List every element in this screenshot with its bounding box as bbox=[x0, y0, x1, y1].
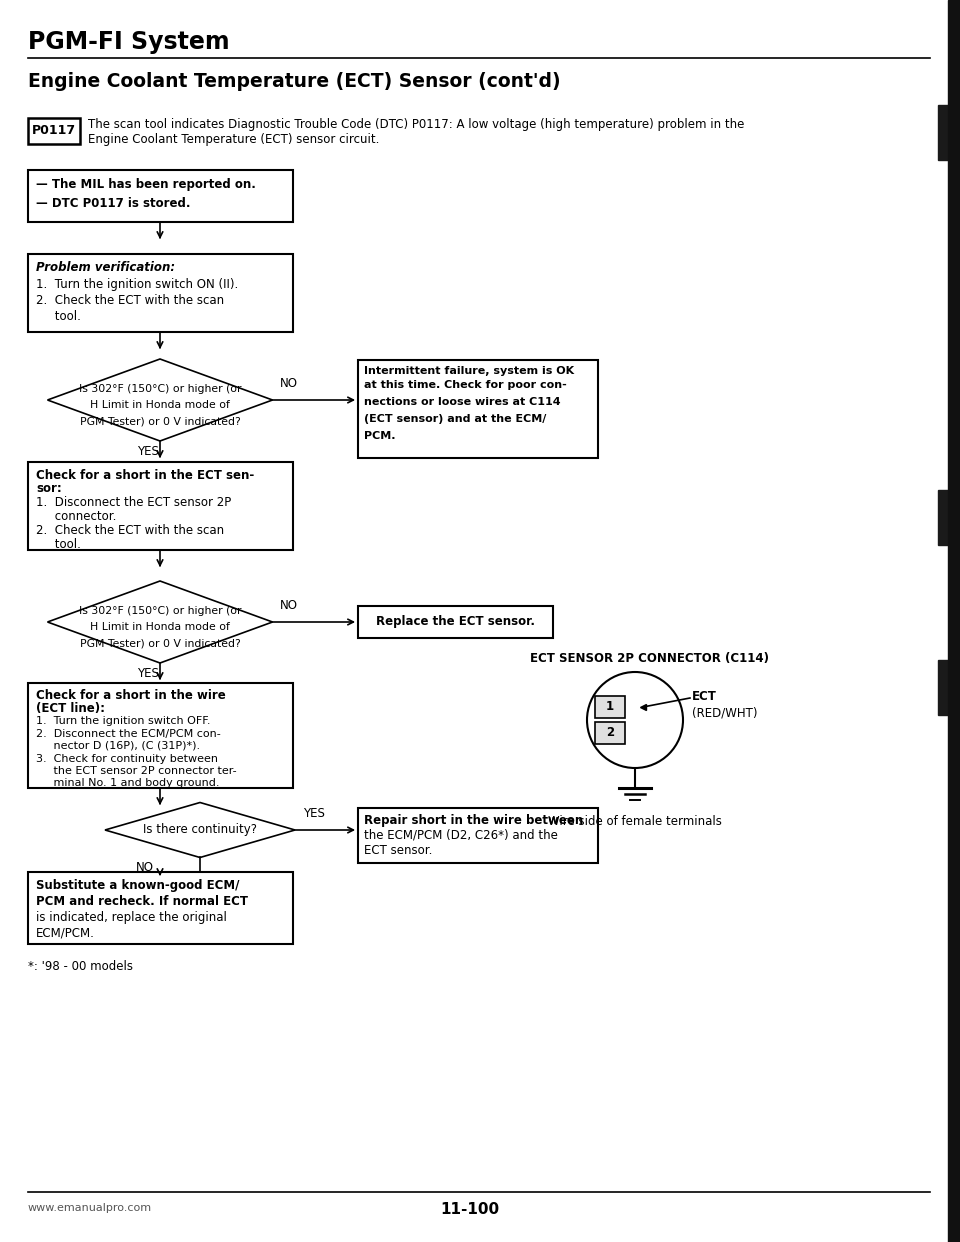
Text: Replace the ECT sensor.: Replace the ECT sensor. bbox=[375, 616, 535, 628]
Text: H Limit in Honda mode of: H Limit in Honda mode of bbox=[90, 622, 230, 632]
Text: tool.: tool. bbox=[36, 310, 81, 323]
Text: Substitute a known-good ECM/: Substitute a known-good ECM/ bbox=[36, 879, 239, 892]
Text: Intermittent failure, system is OK: Intermittent failure, system is OK bbox=[364, 366, 574, 376]
Text: 11-100: 11-100 bbox=[441, 1202, 499, 1217]
Text: 2.  Disconnect the ECM/PCM con-: 2. Disconnect the ECM/PCM con- bbox=[36, 729, 221, 739]
Bar bbox=[938, 106, 960, 160]
Text: Check for a short in the wire: Check for a short in the wire bbox=[36, 689, 226, 702]
Text: NO: NO bbox=[136, 861, 154, 874]
Text: nections or loose wires at C114: nections or loose wires at C114 bbox=[364, 397, 561, 407]
Text: Problem verification:: Problem verification: bbox=[36, 261, 175, 274]
Text: Is 302°F (150°C) or higher (or: Is 302°F (150°C) or higher (or bbox=[79, 384, 241, 394]
Text: connector.: connector. bbox=[36, 510, 116, 523]
Text: H Limit in Honda mode of: H Limit in Honda mode of bbox=[90, 400, 230, 410]
Text: YES: YES bbox=[137, 667, 159, 681]
Bar bbox=[28, 462, 293, 550]
Text: PGM-FI System: PGM-FI System bbox=[28, 30, 229, 53]
Polygon shape bbox=[47, 581, 273, 663]
Bar bbox=[28, 872, 293, 944]
Bar bbox=[938, 491, 960, 545]
Text: *: '98 - 00 models: *: '98 - 00 models bbox=[28, 960, 133, 972]
Text: www.emanualpro.com: www.emanualpro.com bbox=[28, 1203, 152, 1213]
Text: NO: NO bbox=[280, 378, 298, 390]
Text: the ECM/PCM (D2, C26*) and the: the ECM/PCM (D2, C26*) and the bbox=[364, 828, 558, 841]
Bar bbox=[28, 683, 293, 787]
Text: tool.: tool. bbox=[36, 538, 81, 551]
Text: minal No. 1 and body ground.: minal No. 1 and body ground. bbox=[36, 779, 220, 789]
Text: ECT sensor.: ECT sensor. bbox=[364, 845, 432, 857]
Text: The scan tool indicates Diagnostic Trouble Code (DTC) P0117: A low voltage (high: The scan tool indicates Diagnostic Troub… bbox=[88, 118, 744, 130]
Bar bbox=[28, 170, 293, 222]
Text: 1.  Disconnect the ECT sensor 2P: 1. Disconnect the ECT sensor 2P bbox=[36, 496, 231, 509]
Text: YES: YES bbox=[137, 445, 159, 458]
Text: 1.  Turn the ignition switch OFF.: 1. Turn the ignition switch OFF. bbox=[36, 715, 210, 727]
Bar bbox=[595, 696, 625, 718]
Text: — DTC P0117 is stored.: — DTC P0117 is stored. bbox=[36, 197, 190, 210]
Text: sor:: sor: bbox=[36, 482, 61, 496]
Bar bbox=[358, 360, 598, 458]
Text: 2.  Check the ECT with the scan: 2. Check the ECT with the scan bbox=[36, 294, 224, 307]
Text: PCM.: PCM. bbox=[364, 431, 396, 441]
Text: 3.  Check for continuity between: 3. Check for continuity between bbox=[36, 754, 218, 764]
Text: Check for a short in the ECT sen-: Check for a short in the ECT sen- bbox=[36, 469, 254, 482]
Text: Engine Coolant Temperature (ECT) Sensor (cont'd): Engine Coolant Temperature (ECT) Sensor … bbox=[28, 72, 561, 91]
Text: 2.  Check the ECT with the scan: 2. Check the ECT with the scan bbox=[36, 524, 224, 537]
Text: Repair short in the wire between: Repair short in the wire between bbox=[364, 814, 584, 827]
Text: Engine Coolant Temperature (ECT) sensor circuit.: Engine Coolant Temperature (ECT) sensor … bbox=[88, 133, 379, 147]
Text: ECM/PCM.: ECM/PCM. bbox=[36, 927, 95, 940]
Text: ECT SENSOR 2P CONNECTOR (C114): ECT SENSOR 2P CONNECTOR (C114) bbox=[531, 652, 770, 664]
Bar bbox=[358, 809, 598, 863]
Text: nector D (16P), (C (31P)*).: nector D (16P), (C (31P)*). bbox=[36, 741, 200, 751]
Text: P0117: P0117 bbox=[32, 124, 76, 138]
Text: PCM and recheck. If normal ECT: PCM and recheck. If normal ECT bbox=[36, 895, 248, 908]
Polygon shape bbox=[105, 802, 295, 857]
Text: — The MIL has been reported on.: — The MIL has been reported on. bbox=[36, 178, 256, 191]
Bar bbox=[28, 255, 293, 332]
Text: ECT: ECT bbox=[692, 691, 717, 703]
Bar bbox=[938, 660, 960, 715]
Text: (RED/WHT): (RED/WHT) bbox=[692, 705, 757, 719]
Bar bbox=[948, 0, 960, 1242]
Circle shape bbox=[587, 672, 683, 768]
Bar bbox=[28, 118, 80, 144]
Polygon shape bbox=[47, 359, 273, 441]
Text: 1.  Turn the ignition switch ON (II).: 1. Turn the ignition switch ON (II). bbox=[36, 278, 238, 291]
Text: NO: NO bbox=[280, 599, 298, 612]
Text: PGM Tester) or 0 V indicated?: PGM Tester) or 0 V indicated? bbox=[80, 416, 240, 426]
Text: Is 302°F (150°C) or higher (or: Is 302°F (150°C) or higher (or bbox=[79, 606, 241, 616]
Bar bbox=[595, 722, 625, 744]
Text: YES: YES bbox=[303, 807, 324, 820]
Text: Is there continuity?: Is there continuity? bbox=[143, 823, 257, 837]
Text: PGM Tester) or 0 V indicated?: PGM Tester) or 0 V indicated? bbox=[80, 638, 240, 648]
Text: the ECT sensor 2P connector ter-: the ECT sensor 2P connector ter- bbox=[36, 766, 236, 776]
Bar bbox=[358, 606, 553, 638]
Text: 2: 2 bbox=[606, 727, 614, 739]
Text: Wire side of female terminals: Wire side of female terminals bbox=[548, 815, 722, 828]
Text: 1: 1 bbox=[606, 700, 614, 713]
Text: is indicated, replace the original: is indicated, replace the original bbox=[36, 910, 227, 924]
Text: (ECT line):: (ECT line): bbox=[36, 702, 105, 715]
Text: at this time. Check for poor con-: at this time. Check for poor con- bbox=[364, 380, 566, 390]
Text: (ECT sensor) and at the ECM/: (ECT sensor) and at the ECM/ bbox=[364, 414, 546, 424]
